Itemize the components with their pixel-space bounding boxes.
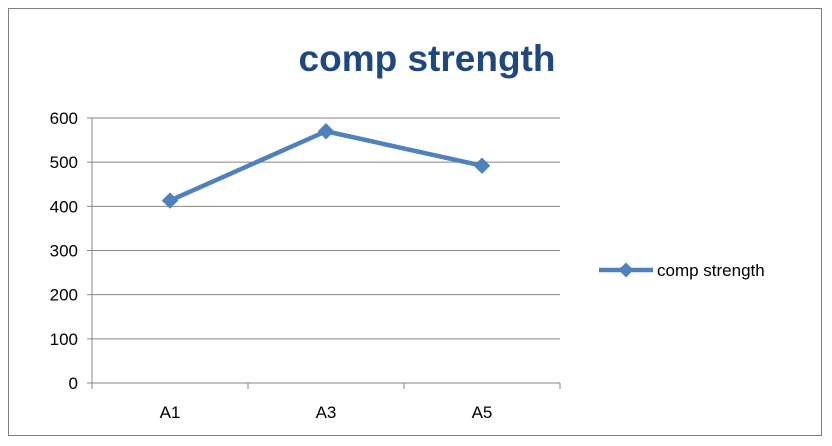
- y-tick-label: 200: [50, 286, 78, 305]
- x-tick-labels: A1 A3 A5: [160, 403, 493, 422]
- data-point-marker: [473, 157, 491, 174]
- y-tick-label: 600: [50, 109, 78, 128]
- y-tick-labels: 0 100 200 300 400 500 600: [50, 109, 78, 393]
- gridlines: [92, 117, 560, 340]
- series: [161, 123, 491, 209]
- chart-frame: [8, 8, 822, 436]
- legend-marker: [618, 262, 634, 278]
- y-tick-label: 0: [69, 374, 78, 393]
- x-tick-label: A5: [472, 403, 493, 422]
- legend-label: comp strength: [657, 261, 765, 280]
- data-point-marker: [317, 123, 335, 140]
- chart-title: comp strength: [299, 38, 556, 79]
- x-tick-label: A3: [316, 403, 337, 422]
- x-tick-label: A1: [160, 403, 181, 422]
- data-point-marker: [161, 192, 179, 209]
- axes: [87, 117, 561, 389]
- y-tick-label: 100: [50, 330, 78, 349]
- legend: comp strength: [599, 261, 765, 280]
- y-tick-label: 300: [50, 242, 78, 261]
- y-tick-label: 500: [50, 153, 78, 172]
- series-line: [167, 129, 485, 203]
- y-tick-label: 400: [50, 197, 78, 216]
